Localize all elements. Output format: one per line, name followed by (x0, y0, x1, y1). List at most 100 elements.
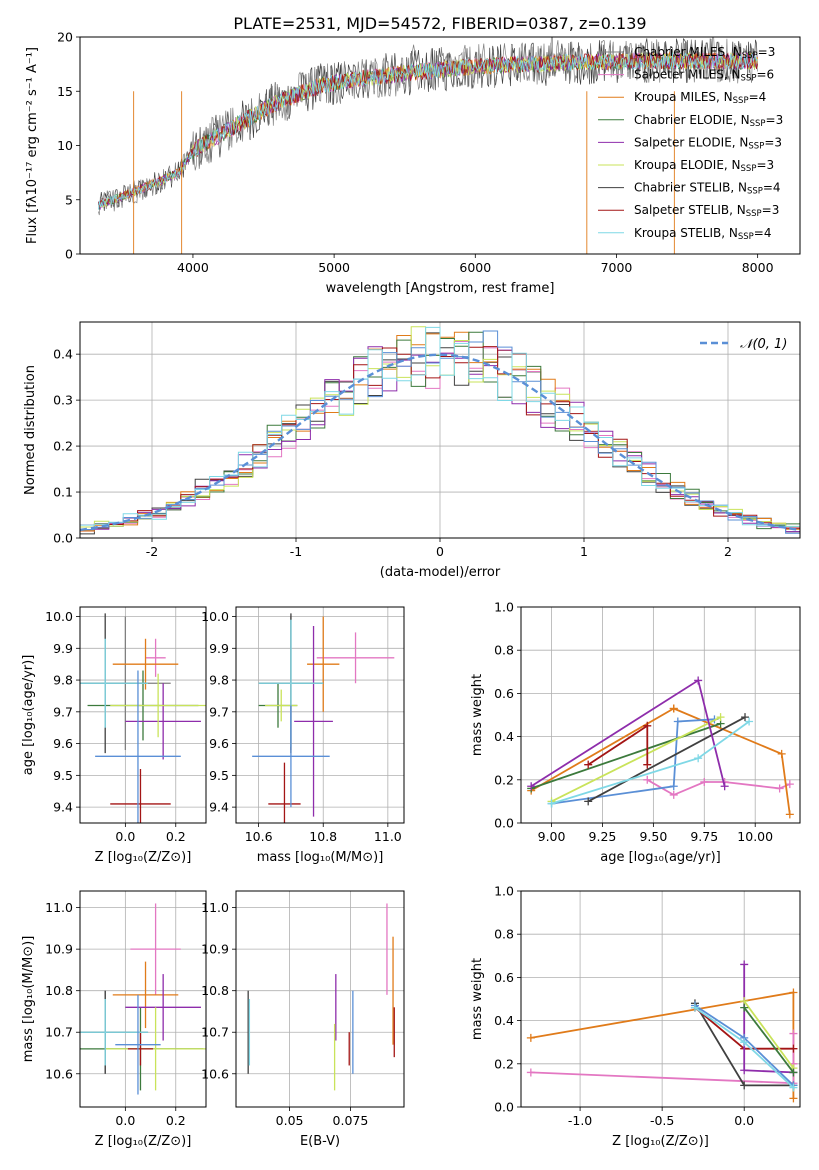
x-tick-label: 0.0 (115, 1113, 135, 1128)
x-tick-label: 6000 (459, 260, 491, 275)
mass-weight-marker (740, 1038, 749, 1047)
x-tick-label: 5000 (318, 260, 350, 275)
x-tick-label: 0.2 (166, 1113, 186, 1128)
mass-weight-marker (716, 713, 725, 722)
legend: Chabrier MILES, NSSP=3 Salpeter MILES, NS… (598, 45, 783, 242)
x-tick-label: 10.00 (737, 829, 773, 844)
y-tick-label: 10.0 (45, 609, 73, 624)
x-tick-label: 0.05 (276, 1113, 304, 1128)
mass-weight-line (530, 707, 675, 792)
mass-weight-marker (789, 988, 798, 997)
y-axis-label: mass weight (470, 674, 485, 756)
mass-weight-marker (785, 810, 794, 819)
plot-area (527, 676, 794, 819)
y-axis-label: mass weight (470, 958, 485, 1040)
y-tick-label: 10 (57, 138, 73, 153)
mass-weight-marker (584, 760, 593, 769)
mass-weight-marker (777, 749, 786, 758)
legend-label: Salpeter MILES, NSSP=6 (634, 68, 774, 84)
x-tick-label: -1.0 (568, 1113, 592, 1128)
y-tick-label: 9.6 (53, 736, 73, 751)
mass-weight-marker (694, 754, 703, 763)
mass-weight-marker (720, 782, 729, 791)
y-tick-label: 0.2 (494, 1056, 514, 1071)
x-axis-label: Z [log₁₀(Z/Z⊙)] (95, 1134, 192, 1149)
x-tick-label: 0 (436, 544, 444, 559)
mass-weight-marker (643, 775, 652, 784)
x-tick-label: 0.0 (734, 1113, 754, 1128)
axes-frame (520, 606, 801, 824)
y-tick-label: 0.1 (53, 485, 73, 500)
y-tick-label: 0.8 (494, 643, 514, 658)
y-tick-label: 9.6 (209, 736, 229, 751)
mass-weight-marker (669, 704, 678, 713)
y-tick-label: 11.0 (45, 900, 73, 915)
mass-weight-marker (741, 713, 750, 722)
plot-area (80, 613, 206, 823)
mass-weight-vs-age-panel: 9.00 9.25 9.50 9.75 10.00 0.0 0.2 0.4 0.6 0.8 1.0 a… (470, 600, 801, 865)
mass-weight-marker (527, 782, 536, 791)
y-tick-label: 0.6 (494, 970, 514, 985)
y-tick-label: 0.2 (494, 772, 514, 787)
x-axis-label: (data-model)/error (380, 565, 501, 580)
mass-weight-vs-metallicity-panel: -1.0 -0.5 0.0 0.0 0.2 0.4 0.6 0.8 1.0 Z [log₁₀(Z/… (470, 884, 801, 1149)
y-tick-label: 0.4 (494, 729, 514, 744)
mass-weight-line (743, 1000, 795, 1069)
plot-area (80, 326, 800, 535)
legend-label: Chabrier STELIB, NSSP=4 (634, 181, 781, 197)
x-tick-label: 10.6 (245, 829, 273, 844)
y-tick-label: 1.0 (494, 884, 514, 899)
age-vs-mass-panel: 10.6 10.8 11.0 9.4 9.5 9.6 9.7 9.8 9.9 10.0 mass [… (201, 606, 405, 865)
mass-weight-marker (740, 1081, 749, 1090)
mass-weight-marker (789, 1044, 798, 1053)
mass-weight-marker (700, 777, 709, 786)
mass-weight-marker (584, 797, 593, 806)
mass-weight-marker (669, 790, 678, 799)
y-tick-label: 9.9 (209, 641, 229, 656)
mass-weight-line (646, 779, 791, 796)
legend: 𝒩(0, 1) (700, 337, 787, 352)
y-tick-label: 0.3 (53, 393, 73, 408)
y-tick-label: 10.8 (201, 983, 229, 998)
y-tick-label: 10.8 (45, 983, 73, 998)
y-tick-label: 9.8 (53, 673, 73, 688)
axes-frame (520, 890, 801, 1108)
x-tick-label: 0.2 (166, 829, 186, 844)
residual-histogram (80, 326, 800, 527)
y-tick-label: 10.7 (45, 1025, 73, 1040)
y-tick-label: 10.7 (201, 1025, 229, 1040)
x-tick-label: -1 (290, 544, 302, 559)
plot-area (252, 613, 395, 823)
mass-vs-ebv-panel: 0.05 0.075 10.6 10.7 10.8 10.9 11.0 E(B-V) (201, 890, 405, 1149)
y-tick-label: 0.6 (494, 686, 514, 701)
legend-label: Kroupa STELIB, NSSP=4 (634, 226, 772, 242)
x-tick-label: 9.50 (639, 829, 667, 844)
x-tick-label: 1 (580, 544, 588, 559)
y-tick-label: 5 (65, 192, 73, 207)
mass-weight-line (551, 716, 722, 803)
y-tick-label: 0.0 (494, 1100, 514, 1115)
residuals-panel: -2 -1 0 1 2 0.0 0.1 0.2 0.3 0.4 (data-model)/error… (23, 321, 801, 580)
x-tick-label: -0.5 (650, 1113, 674, 1128)
axes-frame (235, 606, 405, 824)
y-tick-label: 9.7 (209, 704, 229, 719)
y-axis-label: mass [log₁₀(M/M⊙)] (21, 936, 36, 1063)
x-tick-label: 0.075 (333, 1113, 369, 1128)
mass-weight-marker (526, 1068, 535, 1077)
y-tick-label: 10.6 (201, 1066, 229, 1081)
mass-weight-marker (673, 717, 682, 726)
legend-label: Kroupa ELODIE, NSSP=3 (634, 158, 774, 174)
plot-area (526, 960, 798, 1103)
mass-weight-marker (547, 799, 556, 808)
legend-label: Chabrier ELODIE, NSSP=3 (634, 113, 783, 129)
y-tick-label: 1.0 (494, 600, 514, 615)
x-axis-label: mass [log₁₀(M/M⊙)] (257, 850, 384, 865)
y-tick-label: 9.9 (53, 641, 73, 656)
mass-weight-marker (775, 784, 784, 793)
x-axis-label: Z [log₁₀(Z/Z⊙)] (612, 1134, 709, 1149)
mass-weight-marker (643, 721, 652, 730)
y-tick-label: 10.6 (45, 1066, 73, 1081)
plot-area (80, 903, 206, 1095)
x-tick-label: 10.8 (309, 829, 337, 844)
y-tick-label: 15 (57, 84, 73, 99)
